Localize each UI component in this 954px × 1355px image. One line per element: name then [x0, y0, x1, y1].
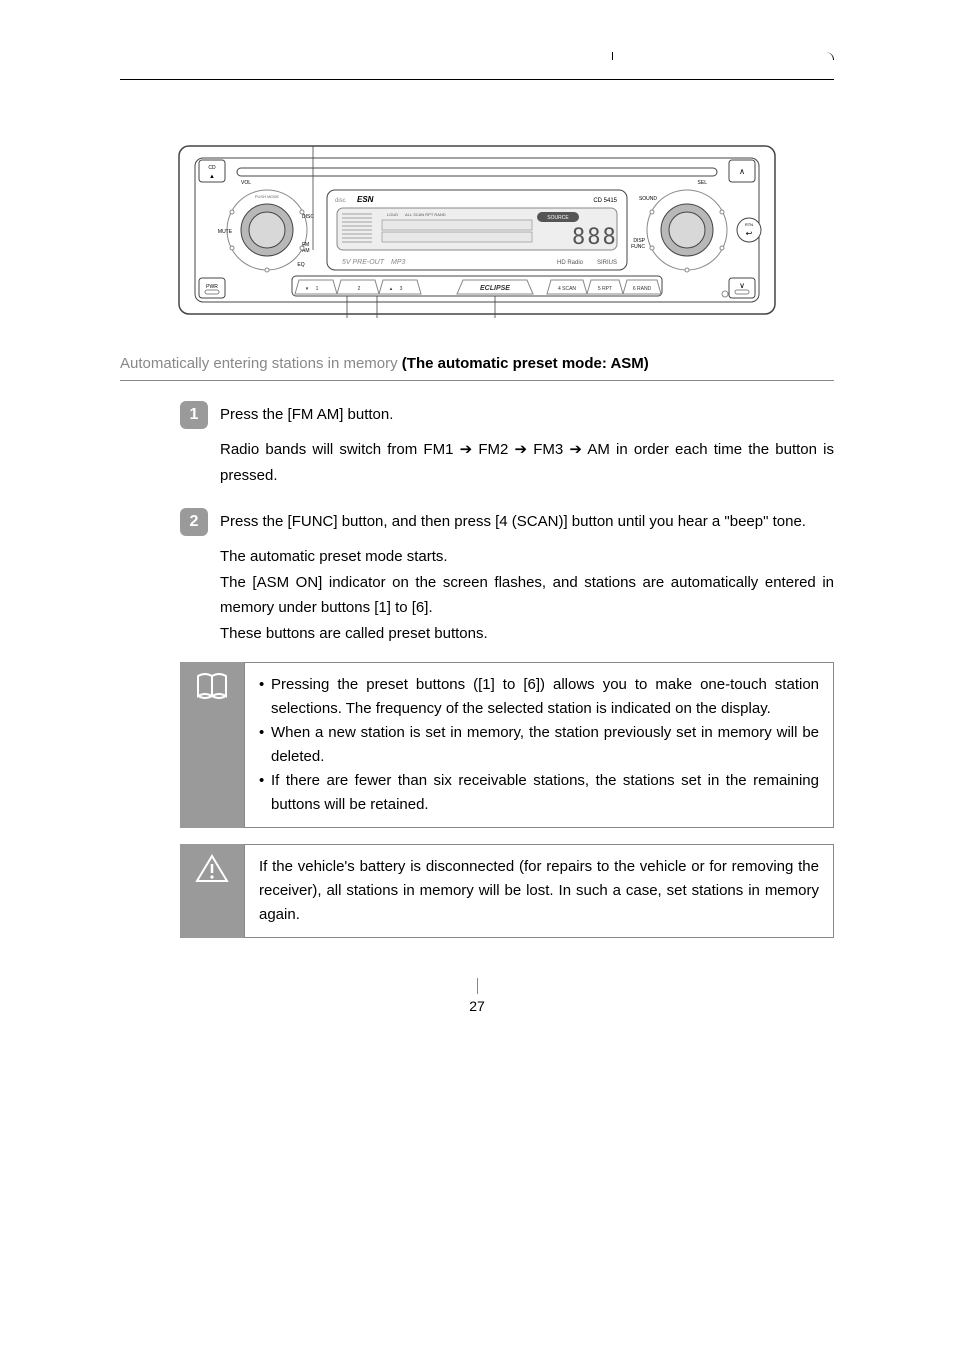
- step-2-title: Press the [FUNC] button, and then press …: [220, 508, 806, 534]
- func-label: FUNC: [631, 244, 645, 250]
- step-2-line-2: The [ASM ON] indicator on the screen fla…: [220, 574, 834, 617]
- radio-svg: CD ▲ ∧ VOL SEL PUSH MODE MUTE DISC FM AM…: [177, 140, 777, 320]
- loud-label: LOUD: [387, 212, 398, 217]
- sound-label: SOUND: [639, 196, 657, 202]
- svg-text:↩: ↩: [746, 229, 753, 238]
- preset-1: 1: [316, 286, 319, 292]
- step-1-body: Radio bands will switch from FM1 ➔ FM2 ➔…: [220, 437, 834, 488]
- step-1-title: Press the [FM AM] button.: [220, 401, 393, 427]
- note-content: Pressing the preset buttons ([1] to [6])…: [244, 662, 834, 828]
- step-2-number: 2: [180, 508, 208, 536]
- note-box: Pressing the preset buttons ([1] to [6])…: [180, 662, 834, 828]
- display-digits: 888: [572, 225, 618, 250]
- hd-label: HD Radio: [557, 260, 584, 266]
- esn-label: ESN: [357, 195, 374, 204]
- page: CD ▲ ∧ VOL SEL PUSH MODE MUTE DISC FM AM…: [0, 0, 954, 1074]
- disc-label: DISC: [302, 214, 314, 220]
- page-number: 27: [120, 998, 834, 1014]
- mute-label: MUTE: [218, 229, 233, 235]
- section-prefix: Automatically entering stations in memor…: [120, 355, 402, 372]
- svg-text:disc: disc: [335, 198, 346, 204]
- section-suffix: (The automatic preset mode: ASM): [402, 355, 649, 372]
- note-icon-col: [180, 662, 244, 828]
- caution-box: If the vehicle's battery is disconnected…: [180, 844, 834, 938]
- preset-2: 2: [358, 286, 361, 292]
- step-2-body: The automatic preset mode starts. The [A…: [220, 544, 834, 646]
- step-1: 1 Press the [FM AM] button.: [180, 401, 834, 429]
- section-title: Automatically entering stations in memor…: [120, 355, 834, 381]
- step-2-line-3: These buttons are called preset buttons.: [220, 625, 488, 642]
- preout-label: 5V PRE-OUT: [342, 259, 385, 266]
- sel-label: SEL: [698, 180, 708, 186]
- note-bullet-1: Pressing the preset buttons ([1] to [6])…: [259, 673, 819, 721]
- preset-6: 6 RAND: [633, 286, 652, 292]
- caution-content: If the vehicle's battery is disconnected…: [244, 844, 834, 938]
- push-mode-label: PUSH MODE: [255, 194, 280, 199]
- svg-text:∨: ∨: [739, 281, 745, 290]
- model-label: CD 5415: [593, 198, 617, 204]
- eclipse-logo: ECLIPSE: [480, 285, 510, 292]
- note-bullet-3: If there are fewer than six receivable s…: [259, 769, 819, 817]
- warning-icon: [195, 854, 229, 884]
- rtn-label: RTN: [745, 222, 753, 227]
- source-label: SOURCE: [547, 215, 569, 221]
- svg-text:∧: ∧: [739, 167, 745, 176]
- eq-label: EQ: [297, 262, 304, 268]
- pwr-label: PWR: [206, 284, 218, 290]
- page-header-rule: [120, 60, 834, 80]
- allscan-label: ALL SCAN RPT RAND: [405, 212, 446, 217]
- caution-icon-col: [180, 844, 244, 938]
- mp3-label: MP3: [391, 259, 406, 266]
- sirius-label: SIRIUS: [597, 260, 617, 266]
- step-1-number: 1: [180, 401, 208, 429]
- cd-label: CD: [208, 165, 216, 171]
- step-2: 2 Press the [FUNC] button, and then pres…: [180, 508, 834, 536]
- radio-illustration: CD ▲ ∧ VOL SEL PUSH MODE MUTE DISC FM AM…: [177, 140, 777, 325]
- book-icon: [195, 672, 229, 702]
- svg-text:▲: ▲: [209, 174, 215, 180]
- vol-label: VOL: [241, 180, 251, 186]
- preset-3: 3: [400, 286, 403, 292]
- step-2-line-1: The automatic preset mode starts.: [220, 548, 448, 565]
- note-bullet-2: When a new station is set in memory, the…: [259, 721, 819, 769]
- preset-5: 5 RPT: [598, 286, 612, 292]
- preset-4: 4 SCAN: [558, 286, 576, 292]
